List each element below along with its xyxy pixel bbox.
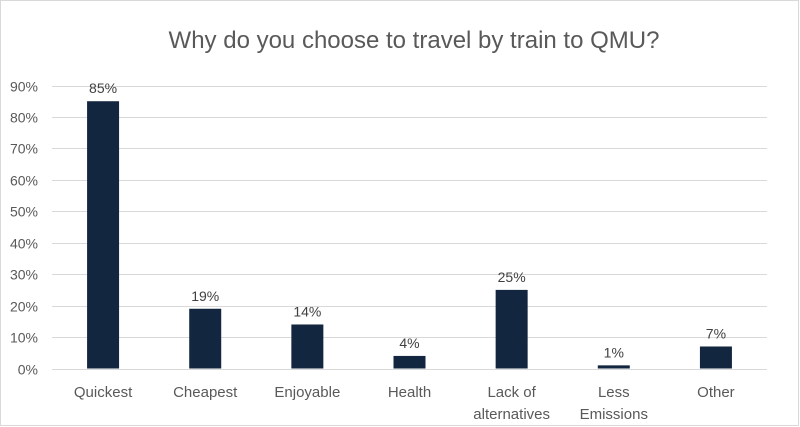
bar <box>495 289 528 369</box>
bar <box>699 346 732 369</box>
y-tick-label: 60% <box>10 173 38 189</box>
x-axis: Quickest Cheapest Enjoyable Health Lack of al… <box>74 384 735 423</box>
x-tick-label: Enjoyable <box>274 384 340 401</box>
data-label: 25% <box>498 269 526 285</box>
x-tick-label: Emissions <box>580 406 648 423</box>
bar <box>291 324 324 369</box>
y-tick-label: 30% <box>10 267 38 283</box>
y-tick-label: 0% <box>18 362 38 378</box>
bars <box>87 101 732 369</box>
x-tick-label: Lack of <box>487 384 536 401</box>
data-labels: 85% 19% 14% 4% 25% 1% 7% <box>89 80 726 360</box>
x-tick-label: Cheapest <box>173 384 238 401</box>
y-tick-label: 90% <box>10 79 38 95</box>
y-tick-label: 80% <box>10 110 38 126</box>
x-tick-label: Less <box>598 384 630 401</box>
data-label: 4% <box>399 335 419 351</box>
y-axis: 0% 10% 20% 30% 40% 50% 60% 70% 80% 90% <box>10 79 38 378</box>
bar <box>393 355 426 369</box>
x-tick-label: Quickest <box>74 384 133 401</box>
y-tick-label: 10% <box>10 330 38 346</box>
data-label: 7% <box>706 325 726 341</box>
y-tick-label: 70% <box>10 141 38 157</box>
x-tick-label: Other <box>697 384 735 401</box>
data-label: 14% <box>293 303 321 319</box>
x-tick-label: Health <box>388 384 431 401</box>
y-tick-label: 50% <box>10 204 38 220</box>
chart-title: Why do you choose to travel by train to … <box>169 27 660 54</box>
y-tick-label: 20% <box>10 299 38 315</box>
y-tick-label: 40% <box>10 236 38 252</box>
bar <box>87 101 120 369</box>
data-label: 85% <box>89 80 117 96</box>
data-label: 19% <box>191 288 219 304</box>
bar <box>189 308 222 369</box>
bar <box>597 365 630 369</box>
gridlines <box>52 86 767 370</box>
x-tick-label: alternatives <box>473 406 550 423</box>
data-label: 1% <box>604 344 624 360</box>
